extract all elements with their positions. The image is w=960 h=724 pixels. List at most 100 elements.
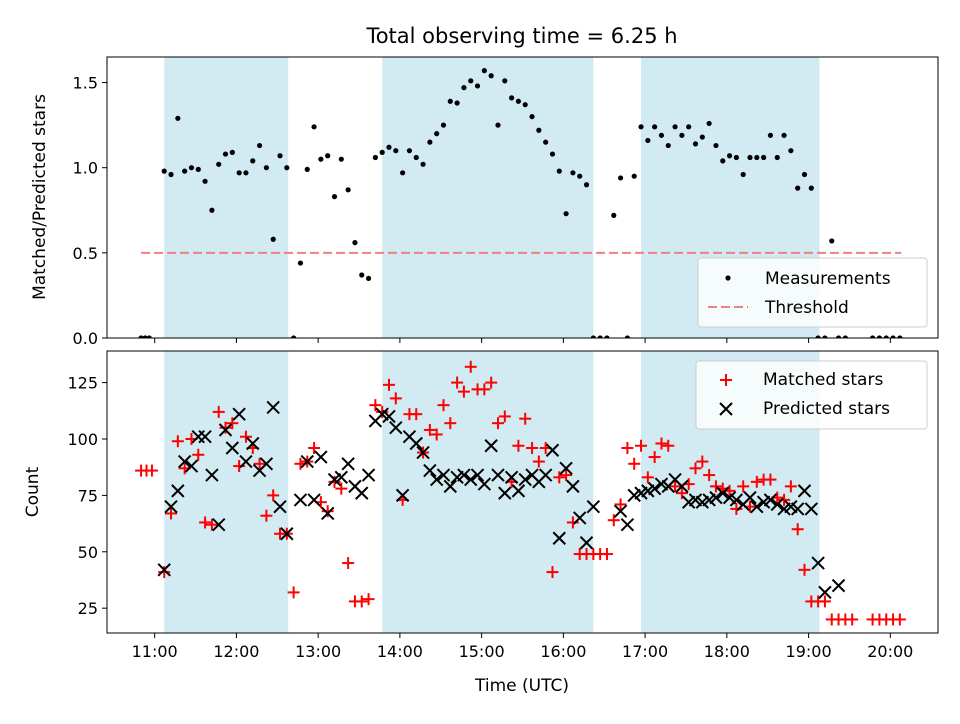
- count-y-tick-label-3: 100: [67, 430, 98, 449]
- predicted-point-46: [477, 477, 492, 491]
- legend-matched-label: Matched stars: [763, 370, 883, 390]
- measurement-point-50: [481, 68, 487, 74]
- legend-predicted-marker: [719, 402, 733, 416]
- predicted-point-36: [409, 436, 423, 451]
- matched-point-92: [764, 473, 777, 486]
- measurement-point-49: [474, 83, 481, 89]
- matched-point-3: [158, 566, 171, 579]
- measurement-point-105: [876, 335, 883, 338]
- measurement-point-90: [754, 154, 760, 161]
- matched-point-76: [655, 437, 668, 450]
- legend-threshold-label: Threshold: [764, 298, 849, 318]
- matched-point-69: [607, 514, 620, 527]
- predicted-point-1: [164, 499, 178, 514]
- x-tick-label-1: 12:00: [213, 642, 259, 661]
- count-y-tick-label-2: 75: [78, 486, 98, 505]
- matched-point-45: [444, 417, 457, 430]
- predicted-point-8: [212, 518, 226, 532]
- predicted-point-47: [484, 439, 498, 453]
- matched-point-82: [696, 455, 709, 468]
- matched-point-56: [519, 412, 532, 425]
- matched-point-34: [369, 399, 382, 412]
- predicted-point-0: [157, 563, 171, 577]
- measurement-point-79: [679, 132, 685, 138]
- predicted-point-60: [573, 511, 587, 525]
- measurement-point-58: [536, 127, 542, 133]
- matched-point-75: [648, 451, 661, 464]
- measurement-point-64: [577, 173, 583, 179]
- ratio-y-tick-label-3: 1.5: [73, 74, 98, 93]
- count-axes-frame: [106, 350, 939, 634]
- matched-point-42: [423, 423, 436, 436]
- matched-point-12: [219, 421, 232, 434]
- matched-point-48: [464, 360, 477, 373]
- count-legend: Matched stars Predicted stars: [695, 360, 928, 430]
- predicted-point-68: [647, 481, 662, 496]
- measurement-point-11: [216, 161, 222, 167]
- measurement-point-62: [563, 211, 569, 217]
- measurement-point-87: [733, 154, 739, 161]
- measurement-point-36: [386, 144, 392, 150]
- predicted-point-19: [293, 493, 308, 507]
- matched-point-87: [730, 502, 743, 515]
- measurement-point-54: [509, 95, 515, 101]
- count-legend-box: [695, 360, 928, 430]
- predicted-point-40: [436, 468, 451, 482]
- measurement-point-67: [597, 335, 603, 338]
- measurement-point-23: [297, 260, 304, 266]
- predicted-point-22: [314, 450, 328, 464]
- x-tick-label-2: 13:00: [295, 642, 341, 661]
- measurement-point-24: [304, 166, 310, 172]
- measurement-point-51: [488, 73, 494, 79]
- predicted-point-7: [205, 468, 219, 482]
- legend-predicted-label: Predicted stars: [763, 399, 890, 419]
- x-axis-label: Time (UTC): [474, 676, 569, 696]
- matched-point-70: [614, 498, 627, 511]
- x-tick-label-9: 20:00: [867, 642, 913, 661]
- ratio-y-tick-label-2: 1.0: [73, 159, 98, 178]
- matched-point-14: [233, 460, 246, 473]
- predicted-point-2: [171, 484, 185, 498]
- measurement-point-0: [138, 335, 144, 338]
- predicted-point-45: [470, 468, 485, 482]
- ratio-points: [138, 68, 903, 338]
- predicted-point-20: [300, 454, 314, 469]
- matched-point-30: [342, 557, 355, 570]
- count-y-tick-label-0: 25: [78, 599, 98, 618]
- matched-point-109: [893, 613, 906, 626]
- predicted-point-61: [579, 536, 594, 550]
- legend-matched-marker: [720, 374, 732, 386]
- measurement-point-10: [209, 207, 215, 213]
- matched-point-74: [641, 471, 654, 484]
- matched-point-50: [478, 383, 491, 396]
- matched-point-2: [145, 464, 158, 477]
- measurement-point-102: [835, 335, 842, 338]
- predicted-point-13: [246, 436, 260, 451]
- measurement-point-5: [175, 115, 181, 121]
- measurement-point-99: [815, 335, 821, 338]
- measurement-point-7: [188, 165, 195, 171]
- measurement-point-72: [631, 173, 637, 179]
- measurement-point-83: [706, 120, 712, 127]
- matched-point-47: [457, 385, 470, 398]
- predicted-point-4: [184, 459, 199, 473]
- matched-point-35: [376, 405, 389, 418]
- measurement-point-2: [146, 335, 152, 338]
- measurement-point-103: [842, 335, 848, 338]
- predicted-point-52: [518, 472, 532, 487]
- measurement-point-53: [502, 78, 508, 84]
- measurement-point-43: [434, 131, 440, 137]
- matched-point-33: [362, 593, 375, 606]
- predicted-point-94: [831, 578, 846, 593]
- measurement-point-42: [427, 139, 433, 145]
- matched-point-78: [669, 480, 682, 493]
- measurement-point-100: [822, 335, 828, 338]
- measurement-point-1: [142, 335, 148, 338]
- predicted-point-92: [811, 556, 825, 570]
- measurement-point-57: [529, 114, 535, 120]
- measurement-point-70: [617, 175, 624, 181]
- count-y-tick-label-4: 125: [67, 374, 98, 393]
- ratio-y-ticks: 0.0 0.5 1.0 1.5: [73, 74, 107, 348]
- matched-point-15: [239, 430, 252, 443]
